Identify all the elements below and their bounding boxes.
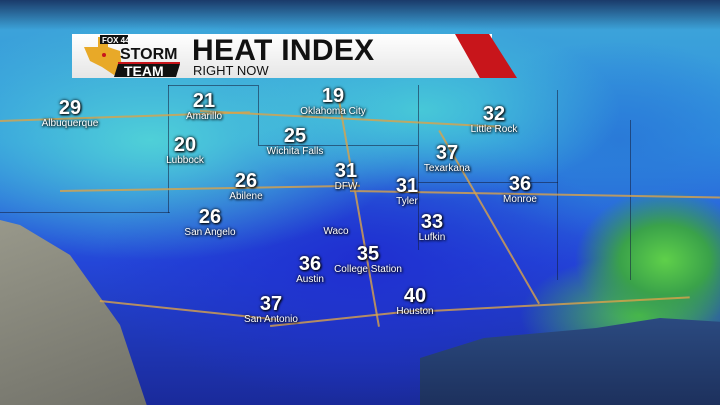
city-san-antonio: 37 San Antonio <box>244 294 298 326</box>
heat-index-value: 33 <box>420 211 444 233</box>
city-tyler: 31 Tyler <box>396 176 418 208</box>
svg-text:FOX 44: FOX 44 <box>102 36 130 45</box>
heat-index-value: 31 <box>395 175 419 197</box>
highway <box>430 296 690 312</box>
city-name: Texarkana <box>423 163 471 174</box>
city-name: DFW <box>334 181 358 192</box>
heat-index-value: 37 <box>259 293 283 315</box>
highway <box>338 100 380 327</box>
highway <box>60 184 360 192</box>
city-austin: 36 Austin <box>296 254 324 286</box>
city-name: Lufkin <box>418 232 446 243</box>
city-albuquerque: 29 Albuquerque <box>42 98 99 130</box>
city-lubbock: 20 Lubbock <box>166 135 204 167</box>
state-border <box>258 145 418 146</box>
heat-index-value: 20 <box>173 134 197 156</box>
city-monroe: 36 Monroe <box>503 174 537 206</box>
state-border <box>168 85 258 86</box>
heat-index-value: 36 <box>298 253 322 275</box>
city-waco: Waco <box>323 226 348 238</box>
city-lufkin: 33 Lufkin <box>419 212 446 244</box>
city-name: San Antonio <box>244 314 298 325</box>
state-border <box>557 90 558 280</box>
svg-text:TEAM: TEAM <box>124 63 164 77</box>
city-name: Austin <box>296 274 324 285</box>
gulf-of-mexico <box>420 318 720 405</box>
city-name: Albuquerque <box>41 118 99 129</box>
state-border <box>168 85 169 213</box>
svg-text:STORM: STORM <box>120 46 177 63</box>
city-little-rock: 32 Little Rock <box>471 104 518 136</box>
state-border <box>418 182 558 183</box>
map-shading <box>0 0 720 30</box>
city-oklahoma-city: 19 Oklahoma City <box>300 86 366 118</box>
heat-index-value: 35 <box>356 243 380 265</box>
city-wichita-falls: 25 Wichita Falls <box>267 126 324 158</box>
city-name: Houston <box>396 306 434 317</box>
heat-index-value: 31 <box>334 160 358 182</box>
city-name: College Station <box>334 264 402 275</box>
city-name: Lubbock <box>166 155 204 166</box>
city-name: Amarillo <box>185 111 223 122</box>
state-border <box>418 85 419 250</box>
heat-index-value: 36 <box>508 173 532 195</box>
heat-index-value: 40 <box>403 285 427 307</box>
city-houston: 40 Houston <box>396 286 433 318</box>
mexico-terrain <box>0 215 150 405</box>
city-name: Waco <box>323 226 349 237</box>
heat-index-value: 29 <box>58 97 82 119</box>
city-dfw: 31 DFW <box>335 161 358 193</box>
page-title: HEAT INDEX <box>192 34 375 67</box>
page-subtitle: RIGHT NOW <box>193 63 269 78</box>
state-border <box>0 212 170 213</box>
city-name: Monroe <box>503 194 537 205</box>
storm-team-logo: FOX 44 STORM TEAM <box>84 35 180 77</box>
city-texarkana: 37 Texarkana <box>424 143 470 175</box>
city-name: Oklahoma City <box>300 106 366 117</box>
heat-index-value: 26 <box>234 170 258 192</box>
city-college-station: 35 College Station <box>334 244 402 276</box>
city-name: Tyler <box>396 196 418 207</box>
state-border <box>630 120 631 280</box>
city-san-angelo: 26 San Angelo <box>184 207 235 239</box>
heat-index-value: 25 <box>283 125 307 147</box>
heat-index-value: 37 <box>435 142 459 164</box>
heat-index-value: 32 <box>482 103 506 125</box>
city-name: San Angelo <box>184 227 236 238</box>
state-border <box>258 85 259 145</box>
city-amarillo: 21 Amarillo <box>186 91 222 123</box>
heat-index-value: 26 <box>198 206 222 228</box>
city-abilene: 26 Abilene <box>229 171 262 203</box>
heat-index-value: 19 <box>321 85 345 107</box>
city-name: Wichita Falls <box>266 146 324 157</box>
heat-index-value: 21 <box>192 90 216 112</box>
city-name: Little Rock <box>470 124 518 135</box>
city-name: Abilene <box>229 191 263 202</box>
